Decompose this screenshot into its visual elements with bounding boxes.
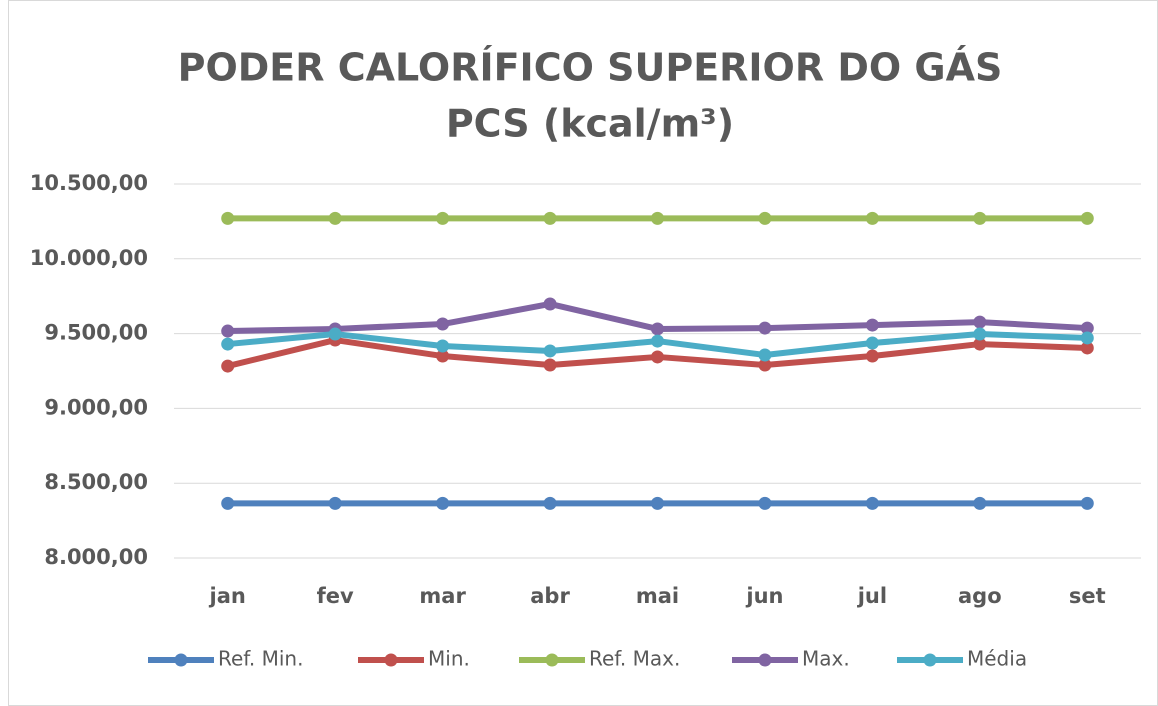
x-tick-label: mai: [636, 584, 679, 608]
data-point: [651, 350, 664, 364]
y-tick-label: 10.000,00: [30, 246, 148, 270]
x-tick-label: abr: [530, 584, 570, 608]
data-point: [328, 496, 342, 510]
chart-title: PODER CALORÍFICO SUPERIOR DO GÁS: [178, 46, 1003, 90]
data-point: [758, 321, 772, 335]
data-point: [543, 358, 557, 372]
x-tick-label: jul: [857, 584, 887, 608]
data-point: [865, 211, 879, 225]
x-tick-label: mar: [419, 584, 466, 608]
data-point: [436, 339, 450, 353]
data-point: [973, 337, 987, 351]
data-point: [1080, 496, 1094, 510]
data-point: [221, 337, 235, 351]
data-point: [221, 324, 235, 338]
legend-label: Min.: [428, 647, 470, 671]
data-point: [973, 327, 987, 341]
data-point: [758, 211, 772, 225]
data-point: [973, 211, 987, 225]
legend-label: Max.: [802, 647, 850, 671]
legend-label: Ref. Min.: [218, 647, 303, 671]
x-tick-label: jan: [209, 584, 246, 608]
y-tick-label: 8.500,00: [44, 470, 148, 494]
x-tick-label: ago: [958, 584, 1002, 608]
data-point: [1080, 331, 1094, 345]
legend-marker: [174, 653, 188, 667]
chart-border: [8, 0, 1158, 706]
data-point: [221, 211, 235, 225]
data-point: [221, 496, 235, 510]
data-point: [543, 496, 557, 510]
data-point: [973, 496, 987, 510]
y-tick-label: 8.000,00: [44, 545, 148, 569]
y-tick-label: 9.500,00: [44, 321, 148, 345]
data-point: [543, 344, 557, 358]
data-point: [221, 359, 235, 373]
data-point: [865, 349, 879, 363]
data-point: [651, 496, 664, 510]
data-point: [865, 336, 879, 350]
legend-marker: [545, 653, 559, 667]
chart-subtitle: PCS (kcal/m³): [446, 102, 734, 146]
y-tick-label: 10.500,00: [30, 171, 148, 195]
data-point: [436, 496, 450, 510]
data-point: [543, 211, 557, 225]
data-point: [1080, 321, 1094, 335]
x-tick-label: fev: [317, 584, 354, 608]
data-point: [1080, 341, 1094, 355]
data-point: [865, 496, 879, 510]
data-point: [328, 211, 342, 225]
legend-label: Ref. Max.: [589, 647, 680, 671]
data-point: [651, 334, 664, 348]
data-point: [1080, 211, 1094, 225]
legend-marker: [923, 653, 937, 667]
data-point: [651, 322, 664, 336]
x-tick-label: jun: [745, 584, 783, 608]
data-point: [543, 297, 557, 311]
legend-label: Média: [967, 647, 1027, 671]
legend-marker: [758, 653, 772, 667]
legend-marker: [384, 653, 398, 667]
data-point: [758, 358, 772, 372]
data-point: [328, 327, 342, 341]
data-point: [436, 349, 450, 363]
data-point: [436, 317, 450, 331]
data-point: [973, 315, 987, 329]
data-point: [651, 211, 664, 225]
x-tick-label: set: [1069, 584, 1106, 608]
data-point: [758, 496, 772, 510]
data-point: [758, 348, 772, 362]
data-point: [436, 211, 450, 225]
data-point: [865, 318, 879, 332]
y-tick-label: 9.000,00: [44, 395, 148, 419]
